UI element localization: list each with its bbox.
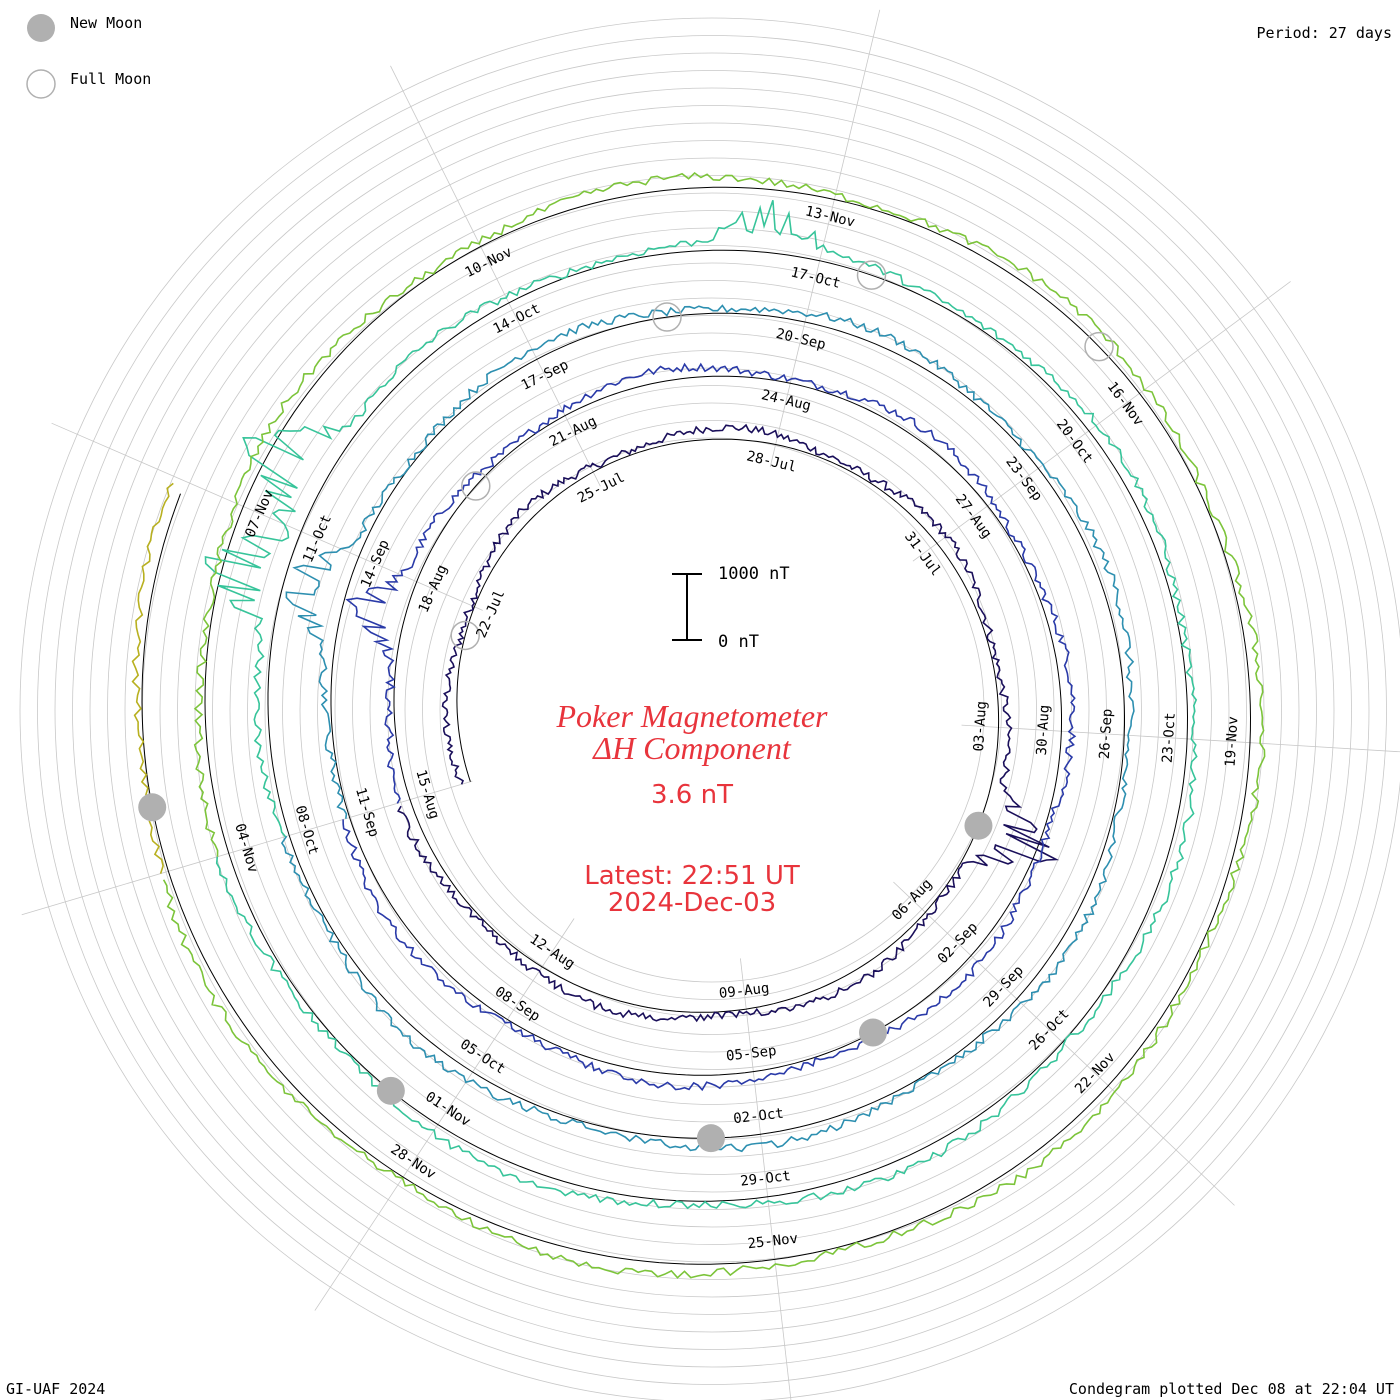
date-label: 20-Oct xyxy=(1053,417,1096,467)
grid-ring xyxy=(194,192,1230,1228)
chart-subtitle: ΔH Component xyxy=(591,730,792,766)
grid-ring xyxy=(37,35,1387,1385)
date-label: 23-Oct xyxy=(1160,712,1179,763)
footer-plot-time: Condegram plotted Dec 08 at 22:04 UT xyxy=(1069,1380,1394,1398)
date-label: 20-Sep xyxy=(774,326,827,353)
grid-ring xyxy=(334,332,1090,1088)
grid-ring xyxy=(264,262,1160,1158)
grid-ring xyxy=(19,17,1400,1400)
new-moon-legend-icon xyxy=(27,14,55,42)
reference-spiral xyxy=(141,186,1252,1265)
series-line-rev-3 xyxy=(280,304,1135,1153)
footer-credit: GI-UAF 2024 xyxy=(6,1380,105,1398)
grid-ring xyxy=(439,437,985,983)
date-label: 23-Sep xyxy=(1002,454,1045,504)
date-label: 17-Sep xyxy=(519,357,571,394)
grid-ring xyxy=(212,210,1212,1210)
grid-ring xyxy=(159,157,1265,1263)
full-moon-marker xyxy=(652,302,682,332)
grid-spoke xyxy=(51,422,483,611)
date-label: 24-Aug xyxy=(760,387,813,414)
date-label: 25-Nov xyxy=(747,1231,799,1253)
scale-bar xyxy=(672,573,702,641)
date-label: 05-Sep xyxy=(725,1043,777,1065)
series-line-rev-4 xyxy=(204,200,1198,1210)
chart-title: Poker Magnetometer xyxy=(555,698,828,734)
new-moon-marker xyxy=(964,811,993,840)
new-moon-marker xyxy=(138,793,167,822)
date-label: 27-Aug xyxy=(952,492,995,542)
new-moon-marker xyxy=(696,1124,725,1153)
scale-bottom-label: 0 nT xyxy=(718,632,759,652)
new-moon-marker xyxy=(376,1076,405,1105)
series-line-rev-1 xyxy=(397,423,1060,1023)
latest-date: 2024-Dec-03 xyxy=(608,888,776,918)
grid-ring xyxy=(369,367,1055,1053)
grid-ring xyxy=(107,105,1317,1315)
date-label: 10-Nov xyxy=(462,244,514,281)
date-label: 03-Aug xyxy=(971,701,990,752)
date-label: 31-Jul xyxy=(901,529,944,579)
full-moon-marker xyxy=(856,260,887,290)
period-label: Period: 27 days xyxy=(1257,24,1392,42)
full-moon-marker xyxy=(1084,331,1114,362)
series-line-rev-2 xyxy=(342,362,1077,1092)
date-label: 26-Sep xyxy=(1097,708,1116,759)
scale-top-label: 1000 nT xyxy=(718,564,790,584)
grid-ring xyxy=(317,315,1107,1105)
moon-markers xyxy=(138,260,1114,1153)
grid-spoke xyxy=(21,780,473,916)
date-label: 28-Jul xyxy=(745,448,798,475)
date-label: 02-Oct xyxy=(732,1106,784,1128)
grid-ring xyxy=(422,420,1002,1000)
date-label: 08-Oct xyxy=(292,804,322,857)
full-moon-legend-label: Full Moon xyxy=(70,70,151,88)
date-label: 26-Oct xyxy=(1026,1006,1072,1054)
grid-ring xyxy=(54,52,1370,1368)
date-label: 16-Nov xyxy=(1104,379,1147,429)
date-label: 19-Nov xyxy=(1222,716,1241,767)
date-label: 08-Sep xyxy=(492,984,543,1025)
grid-spoke xyxy=(769,9,881,467)
date-label: 11-Sep xyxy=(352,786,382,839)
date-label: 30-Aug xyxy=(1034,704,1053,755)
date-label: 17-Oct xyxy=(789,265,842,292)
latest-time: Latest: 22:51 UT xyxy=(584,861,800,891)
grid-spoke xyxy=(740,958,792,1400)
grid-spoke xyxy=(314,918,575,1311)
grid-ring xyxy=(124,122,1300,1298)
date-label: 12-Aug xyxy=(526,931,577,972)
date-label: 29-Oct xyxy=(740,1168,792,1190)
series-line-rev-5 xyxy=(162,171,1266,1279)
date-label: 06-Aug xyxy=(889,876,935,924)
grid-spoke xyxy=(912,281,1291,562)
full-moon-marker xyxy=(461,471,491,501)
date-label: 02-Sep xyxy=(935,919,981,967)
grid-ring xyxy=(177,175,1247,1245)
grid-spoke xyxy=(390,65,601,487)
full-moon-legend-icon xyxy=(26,69,56,99)
grid-ring xyxy=(72,70,1352,1350)
new-moon-legend-label: New Moon xyxy=(70,14,142,32)
date-label: 04-Nov xyxy=(231,822,261,875)
grid-ring xyxy=(247,245,1177,1175)
date-label: 01-Nov xyxy=(422,1089,473,1130)
date-label: 09-Aug xyxy=(718,980,770,1002)
data-series xyxy=(131,171,1266,1279)
date-label: 25-Jul xyxy=(575,470,627,507)
full-moon-marker xyxy=(450,620,480,651)
grid-spokes xyxy=(21,9,1400,1400)
date-label: 13-Nov xyxy=(804,203,857,230)
grid-spoke xyxy=(961,724,1400,753)
grid-ring xyxy=(89,87,1335,1333)
grid-ring xyxy=(352,350,1072,1070)
new-moon-marker xyxy=(858,1018,887,1047)
reference-spirals xyxy=(141,186,1252,1265)
grid-ring xyxy=(387,385,1037,1035)
current-value: 3.6 nT xyxy=(651,780,733,810)
